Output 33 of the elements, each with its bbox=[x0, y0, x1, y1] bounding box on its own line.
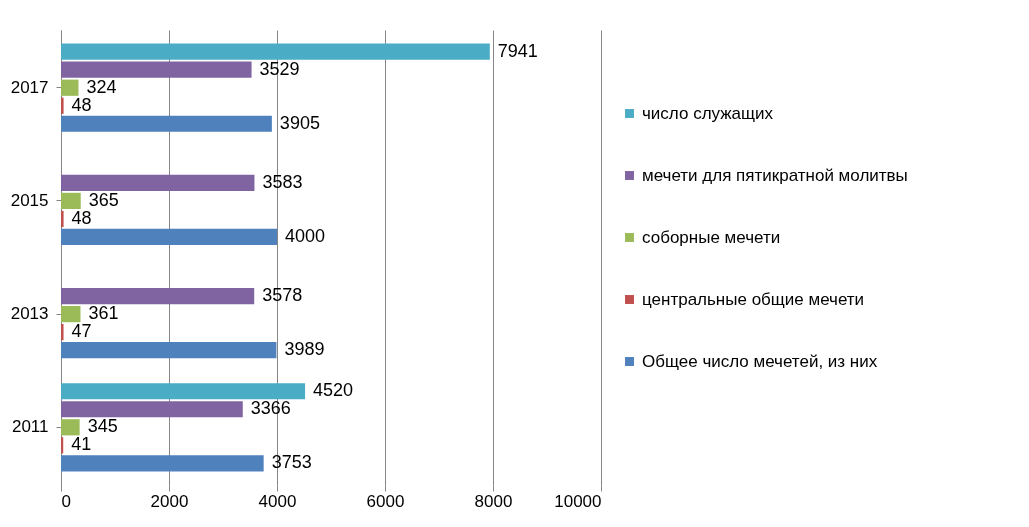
data-label: 48 bbox=[71, 94, 92, 115]
x-tick-label: 2000 bbox=[150, 491, 189, 511]
y-tick-label: 2017 bbox=[10, 77, 49, 97]
x-tick-label: 0 bbox=[61, 491, 71, 511]
legend-label: центральные общие мечети bbox=[642, 289, 865, 309]
x-tick-label: 6000 bbox=[366, 491, 405, 511]
data-label: 3583 bbox=[262, 171, 303, 192]
legend-label: Общее число мечетей, из них bbox=[642, 351, 878, 371]
data-label: 3989 bbox=[284, 339, 325, 360]
x-tick-label: 4000 bbox=[258, 491, 297, 511]
data-label: 48 bbox=[71, 207, 92, 228]
data-label: 3753 bbox=[271, 452, 312, 473]
data-label: 324 bbox=[86, 76, 117, 97]
data-label: 4000 bbox=[285, 225, 326, 246]
data-label: 345 bbox=[87, 416, 118, 437]
legend-label: мечети для пятикратной молитвы bbox=[642, 165, 908, 185]
y-tick-label: 2015 bbox=[10, 190, 49, 210]
data-label: 3366 bbox=[250, 398, 291, 419]
data-label: 3905 bbox=[279, 112, 320, 133]
y-tick-label: 2013 bbox=[10, 304, 49, 324]
data-label: 41 bbox=[71, 434, 92, 455]
legend-label: число служащих bbox=[642, 103, 774, 123]
data-label: 3529 bbox=[259, 58, 300, 79]
y-tick-label: 2011 bbox=[11, 417, 49, 437]
data-label: 47 bbox=[71, 321, 92, 342]
data-label: 3578 bbox=[262, 285, 303, 306]
data-label: 4520 bbox=[313, 380, 354, 401]
data-label: 7941 bbox=[497, 40, 538, 61]
data-label: 361 bbox=[88, 303, 119, 324]
legend-label: соборные мечети bbox=[642, 227, 781, 247]
x-tick-label: 8000 bbox=[474, 491, 513, 511]
data-label: 365 bbox=[88, 189, 119, 210]
x-tick-label: 10000 bbox=[554, 491, 602, 511]
